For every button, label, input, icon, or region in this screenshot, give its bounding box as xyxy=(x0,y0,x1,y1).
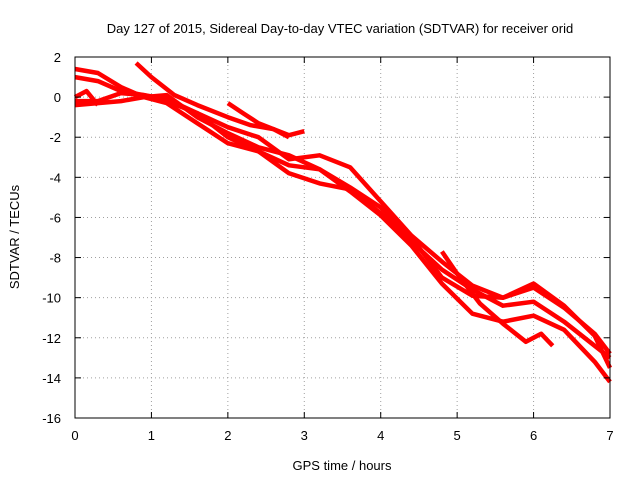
y-tick-label: -10 xyxy=(42,291,61,306)
y-tick-labels: 2 0 -2 -4 -6 -8 -10 -12 -14 -16 xyxy=(42,50,61,426)
x-tick-label: 1 xyxy=(148,428,155,443)
series-line-arc-8 xyxy=(73,88,100,107)
y-axis-label: SDTVAR / TECUs xyxy=(7,184,22,289)
y-tick-label: -8 xyxy=(49,251,61,266)
series-group xyxy=(73,61,613,384)
x-tick-label: 6 xyxy=(530,428,537,443)
x-tick-label: 2 xyxy=(224,428,231,443)
y-tick-label: -6 xyxy=(49,210,61,225)
axis-ticks xyxy=(74,56,611,419)
x-tick-label: 7 xyxy=(606,428,613,443)
x-tick-label: 0 xyxy=(71,428,78,443)
y-tick-label: -12 xyxy=(42,331,61,346)
series-line-arc-7 xyxy=(440,250,555,348)
y-tick-label: 0 xyxy=(54,90,61,105)
series-line-arc-1 xyxy=(74,66,612,384)
y-tick-label: -4 xyxy=(49,170,61,185)
series-line-arc-6 xyxy=(226,101,305,138)
x-tick-label: 5 xyxy=(454,428,461,443)
y-tick-label: -2 xyxy=(49,130,61,145)
x-axis-label: GPS time / hours xyxy=(293,458,392,473)
grid-lines xyxy=(75,57,610,418)
x-tick-labels: 0 1 2 3 4 5 6 7 xyxy=(71,428,613,443)
plot-frame xyxy=(74,56,611,419)
x-tick-label: 3 xyxy=(301,428,308,443)
y-tick-label: 2 xyxy=(54,50,61,65)
y-tick-label: -16 xyxy=(42,411,61,426)
y-tick-label: -14 xyxy=(42,371,61,386)
chart-title: Day 127 of 2015, Sidereal Day-to-day VTE… xyxy=(107,21,574,36)
x-tick-label: 4 xyxy=(377,428,384,443)
series-line-arc-4 xyxy=(74,92,613,369)
